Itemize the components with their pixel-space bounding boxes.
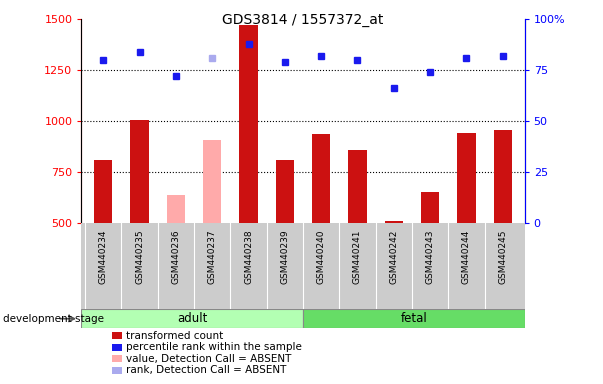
Text: GSM440240: GSM440240 [317,230,326,284]
Bar [203,140,221,223]
Text: GSM440238: GSM440238 [244,230,253,284]
Text: GSM440241: GSM440241 [353,230,362,284]
Bar [303,309,525,328]
Bar [167,195,185,223]
Bar [276,160,294,223]
Text: GSM440239: GSM440239 [280,230,289,284]
Text: GSM440235: GSM440235 [135,230,144,284]
Bar [458,133,476,223]
Text: percentile rank within the sample: percentile rank within the sample [126,342,302,352]
Bar [130,120,148,223]
Bar [312,134,330,223]
Text: GSM440236: GSM440236 [171,230,180,284]
Text: value, Detection Call = ABSENT: value, Detection Call = ABSENT [126,354,291,364]
Text: GSM440242: GSM440242 [390,230,399,284]
Text: GSM440234: GSM440234 [99,230,108,284]
Bar [349,151,367,223]
Text: transformed count: transformed count [126,331,223,341]
Text: development stage: development stage [3,314,104,324]
Bar [94,160,112,223]
Text: rank, Detection Call = ABSENT: rank, Detection Call = ABSENT [126,365,286,375]
Bar [81,309,303,328]
Text: GSM440244: GSM440244 [462,230,471,284]
Text: fetal: fetal [400,312,427,325]
Bar [494,130,512,223]
Text: adult: adult [177,312,207,325]
Text: GSM440245: GSM440245 [498,230,507,284]
Bar [239,25,257,223]
Bar [385,221,403,223]
Text: GSM440237: GSM440237 [207,230,216,284]
Text: GDS3814 / 1557372_at: GDS3814 / 1557372_at [223,13,384,27]
Bar [421,192,439,223]
Text: GSM440243: GSM440243 [426,230,435,284]
